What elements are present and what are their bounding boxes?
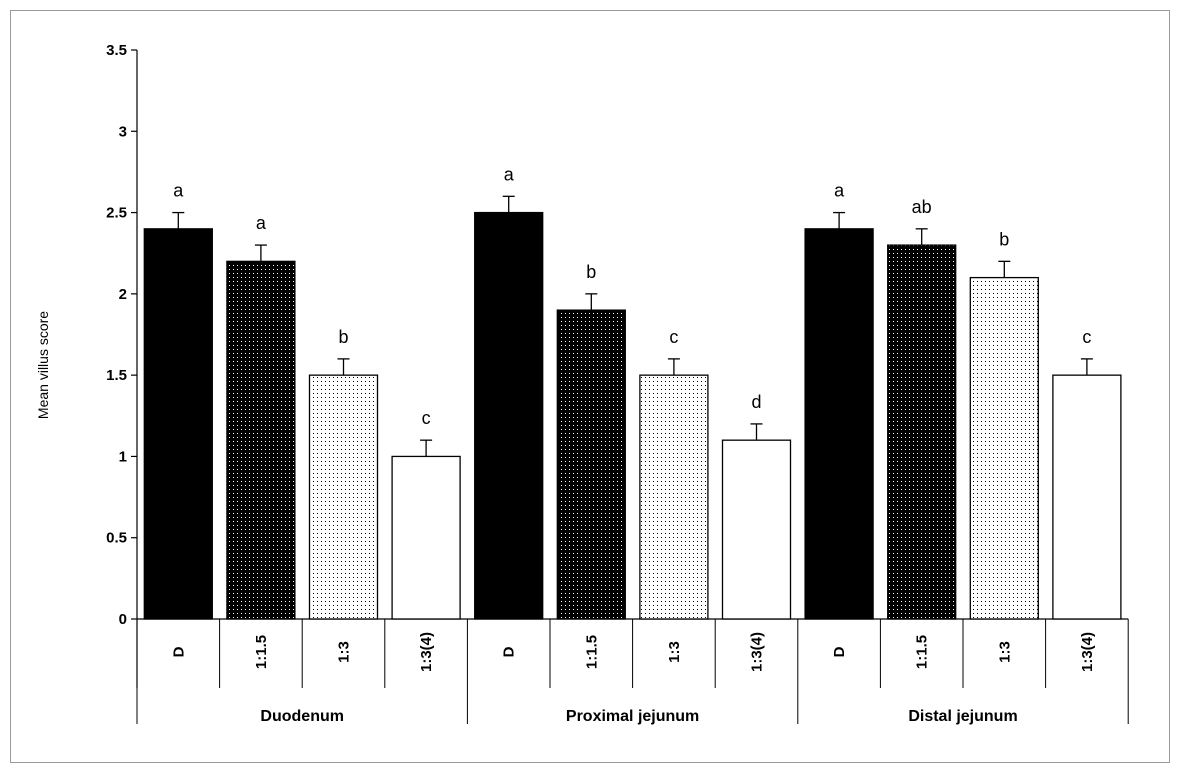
- bar: [887, 244, 957, 620]
- significance-letter: c: [1082, 327, 1091, 347]
- y-axis-label: Mean villus score: [35, 311, 51, 419]
- y-tick-label: 3.5: [106, 42, 127, 59]
- bar: [226, 260, 296, 620]
- significance-letter: a: [256, 213, 267, 233]
- y-tick-label: 0: [119, 611, 127, 628]
- significance-letter: b: [999, 229, 1009, 249]
- group-label: Proximal jejunum: [566, 708, 699, 725]
- group-label: Duodenum: [260, 708, 344, 725]
- significance-letter: b: [586, 262, 596, 282]
- category-label: 1:3(4): [418, 632, 435, 672]
- category-label: 1:3: [996, 641, 1013, 663]
- category-label: 1:3: [336, 641, 353, 663]
- y-tick-label: 1: [119, 448, 127, 465]
- group-label: Distal jejunum: [908, 708, 1017, 725]
- category-label: 1:1.5: [583, 635, 600, 669]
- y-tick-label: 2.5: [106, 205, 127, 222]
- bar: [391, 455, 461, 620]
- significance-letter: a: [504, 164, 515, 184]
- bar: [143, 228, 213, 620]
- bar: [804, 228, 874, 620]
- bar: [474, 211, 544, 620]
- category-label: D: [170, 646, 187, 657]
- category-label: D: [501, 646, 518, 657]
- y-tick-label: 2: [119, 286, 127, 303]
- category-label: 1:1.5: [914, 635, 931, 669]
- bar: [721, 439, 792, 620]
- significance-letter: c: [422, 408, 431, 428]
- category-label: D: [831, 646, 848, 657]
- significance-letter: b: [338, 327, 348, 347]
- significance-letter: ab: [912, 197, 932, 217]
- category-label: 1:3: [666, 641, 683, 663]
- significance-letter: a: [834, 181, 845, 201]
- significance-letter: a: [173, 181, 184, 201]
- y-tick-label: 3: [119, 123, 127, 140]
- category-label: 1:3(4): [1079, 632, 1096, 672]
- category-label: 1:3(4): [749, 632, 766, 672]
- bar: [308, 374, 379, 620]
- bar: [1052, 374, 1122, 620]
- y-tick-label: 0.5: [106, 530, 127, 547]
- bar: [639, 374, 709, 620]
- y-tick-label: 1.5: [106, 367, 127, 384]
- category-label: 1:1.5: [253, 635, 270, 669]
- bar: [969, 276, 1039, 620]
- significance-letter: d: [751, 392, 761, 412]
- significance-letter: c: [669, 327, 678, 347]
- bar: [556, 309, 626, 620]
